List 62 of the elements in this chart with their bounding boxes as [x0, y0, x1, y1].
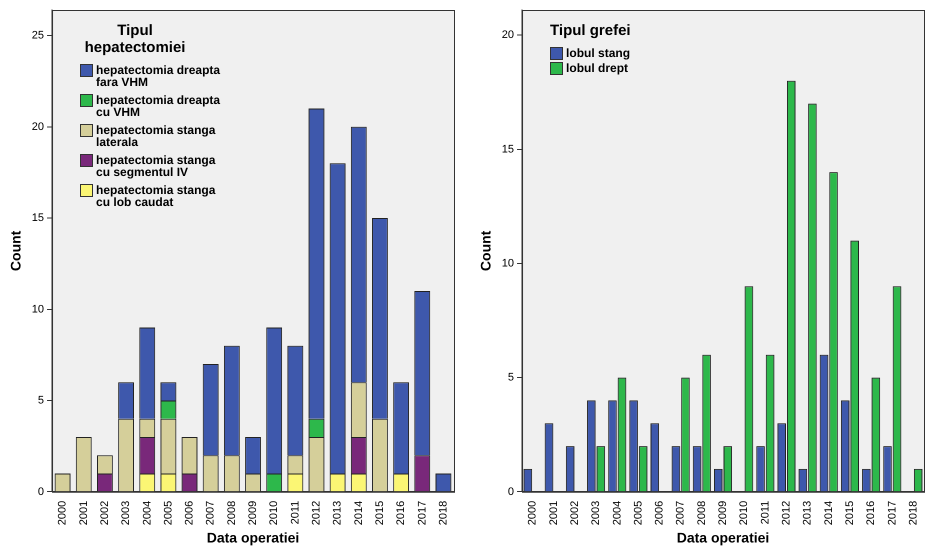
x-tick-label: 2006	[654, 500, 666, 526]
y-tick-label: 5	[38, 394, 44, 407]
y-tick-label: 0	[508, 486, 514, 498]
x-tick-label: 2017	[886, 500, 898, 526]
legend-label: lobul stang	[566, 46, 630, 60]
x-tick-label: 2008	[226, 500, 238, 526]
x-tick-label: 2000	[526, 500, 539, 526]
x-tick-label: 2011	[289, 500, 302, 524]
x-tick-label: 2011	[759, 500, 772, 524]
x-tick-label: 2010	[738, 500, 750, 526]
y-tick-label: 20	[32, 120, 44, 133]
x-tick-label: 2004	[141, 500, 154, 526]
legend-label: hepatectomia stanga cu lob caudat	[96, 183, 216, 209]
y-tick-label: 10	[502, 257, 514, 270]
legend-label: hepatectomia dreapta cu VHM	[96, 93, 222, 119]
x-tick-label: 2009	[717, 500, 730, 526]
legend-title: Tipul hepatectomiei	[84, 22, 186, 56]
x-tick-label: 2012	[780, 500, 793, 526]
y-tick-label: 10	[32, 303, 44, 316]
x-tick-label: 2001	[78, 500, 90, 526]
legend-label: hepatectomia dreapta fara VHM	[96, 63, 222, 89]
legend-title: Tipul grefei	[550, 22, 632, 39]
x-tick-label: 2012	[310, 500, 323, 526]
y-tick-label: 25	[32, 30, 44, 42]
x-tick-label: 2010	[268, 500, 280, 526]
x-tick-label: 2003	[120, 500, 132, 526]
legend-label: hepatectomia stanga laterala	[96, 123, 216, 149]
y-tick-label: 5	[508, 372, 514, 384]
x-tick-label: 2016	[865, 500, 878, 526]
x-tick-label: 2000	[56, 500, 69, 526]
x-axis-title: Data operatiei	[676, 529, 770, 546]
x-tick-label: 2018	[437, 500, 450, 526]
legend-label: lobul drept	[566, 61, 628, 75]
x-tick-label: 2003	[590, 500, 602, 526]
x-tick-label: 2001	[548, 500, 560, 526]
x-tick-label: 2018	[907, 500, 920, 526]
x-tick-label: 2017	[416, 500, 428, 526]
x-tick-label: 2005	[162, 500, 174, 526]
y-tick-label: 0	[38, 486, 44, 498]
x-tick-label: 2013	[332, 500, 344, 526]
x-tick-label: 2013	[802, 500, 814, 526]
x-tick-label: 2015	[844, 500, 856, 526]
x-tick-label: 2016	[395, 500, 408, 526]
x-tick-label: 2008	[696, 500, 708, 526]
y-tick-label: 15	[502, 143, 514, 156]
y-axis-title: Count	[7, 230, 24, 272]
x-tick-label: 2014	[822, 500, 835, 526]
x-tick-label: 2005	[632, 500, 644, 526]
y-tick-label: 20	[502, 29, 514, 42]
y-tick-label: 15	[32, 212, 44, 224]
x-tick-label: 2006	[184, 500, 196, 526]
x-axis-title: Data operatiei	[206, 529, 300, 546]
legend-label: hepatectomia stanga cu segmentul IV	[96, 153, 216, 179]
y-axis-title: Count	[477, 230, 494, 272]
x-tick-label: 2015	[374, 500, 386, 526]
x-tick-label: 2002	[98, 500, 111, 526]
x-tick-label: 2014	[352, 500, 365, 526]
x-tick-label: 2002	[568, 500, 581, 526]
x-tick-label: 2009	[247, 500, 260, 526]
x-tick-label: 2007	[204, 500, 217, 526]
x-tick-label: 2007	[674, 500, 687, 526]
x-tick-label: 2004	[611, 500, 624, 526]
